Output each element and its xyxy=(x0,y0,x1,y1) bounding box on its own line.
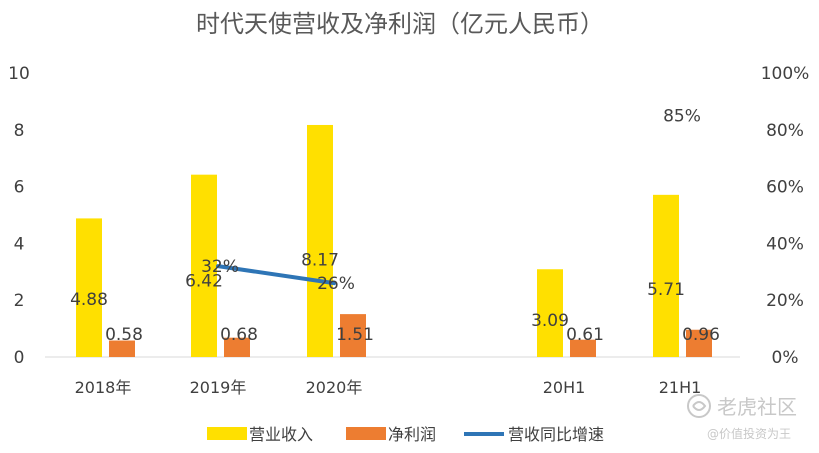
watermark-author: @价值投资为王 xyxy=(707,426,791,441)
tiger-logo-icon xyxy=(687,394,711,418)
revenue-bar xyxy=(191,174,217,357)
y-right-tick-label: 0% xyxy=(772,348,799,368)
y-left-tick-label: 6 xyxy=(14,178,25,198)
revenue-bar xyxy=(537,269,563,357)
revenue-data-label: 8.17 xyxy=(301,251,339,271)
revenue-bar xyxy=(76,218,102,357)
y-right-tick-label: 80% xyxy=(766,121,804,141)
left-axis: 0 2 4 6 8 10 xyxy=(8,64,30,368)
line-series xyxy=(216,264,336,286)
bar-series xyxy=(76,124,712,357)
chart-title: 时代天使营收及净利润（亿元人民币） xyxy=(196,10,604,38)
legend-swatch xyxy=(207,427,247,440)
revenue-data-label: 4.88 xyxy=(70,290,108,310)
net-profit-bar xyxy=(686,329,712,357)
net-profit-data-label: 0.61 xyxy=(566,325,604,345)
net-profit-data-label: 1.51 xyxy=(336,325,374,345)
y-right-tick-label: 20% xyxy=(766,291,804,311)
x-tick-label: 2020年 xyxy=(306,378,363,397)
watermark-brand: 老虎社区 xyxy=(717,395,797,419)
right-axis: 0% 20% 40% 60% 80% 100% xyxy=(761,64,810,368)
y-left-tick-label: 4 xyxy=(14,234,25,254)
revenue-bar xyxy=(653,194,679,357)
net-profit-bar xyxy=(109,340,135,357)
data-labels: 4.88 0.58 6.42 0.68 8.17 1.51 3.090.61 5.71 0.96… xyxy=(70,107,720,345)
watermark: 老虎社区 @价值投资为王 xyxy=(687,394,797,441)
y-left-tick-label: 0 xyxy=(14,348,25,368)
growth-line-segment xyxy=(216,264,336,286)
y-left-tick-label: 2 xyxy=(14,291,25,311)
revenue-data-label: 3.09 xyxy=(531,311,569,331)
legend: 营业收入 净利润 营收同比增速 xyxy=(207,425,604,444)
x-tick-label: 2018年 xyxy=(75,378,132,397)
net-profit-data-label: 0.68 xyxy=(220,325,258,345)
y-left-tick-label: 10 xyxy=(8,64,30,84)
growth-data-label: 85% xyxy=(663,107,701,127)
y-right-tick-label: 60% xyxy=(766,178,804,198)
x-tick-label: 20H1 xyxy=(543,378,586,397)
category-axis: 2018年 2019年 2020年 20H1 21H1 xyxy=(75,378,702,397)
revenue-bar xyxy=(307,124,333,357)
net-profit-bar xyxy=(570,339,596,357)
legend-swatch xyxy=(346,427,386,440)
revenue-data-label: 5.71 xyxy=(647,280,685,300)
legend-label: 营业收入 xyxy=(249,425,313,444)
y-right-tick-label: 40% xyxy=(766,234,804,254)
growth-data-label: 32% xyxy=(201,257,239,277)
x-tick-label: 2019年 xyxy=(190,378,247,397)
x-tick-label: 21H1 xyxy=(659,378,702,397)
y-left-tick-label: 8 xyxy=(14,121,25,141)
revenue-data-label: 6.42 xyxy=(185,271,223,291)
growth-data-label: 26% xyxy=(317,274,355,294)
net-profit-bar xyxy=(340,314,366,357)
legend-label: 净利润 xyxy=(388,425,436,444)
net-profit-data-label: 0.58 xyxy=(105,325,143,345)
net-profit-bar xyxy=(224,337,250,357)
net-profit-data-label: 0.96 xyxy=(682,325,720,345)
legend-label: 营收同比增速 xyxy=(508,425,604,444)
y-right-tick-label: 100% xyxy=(761,64,810,84)
